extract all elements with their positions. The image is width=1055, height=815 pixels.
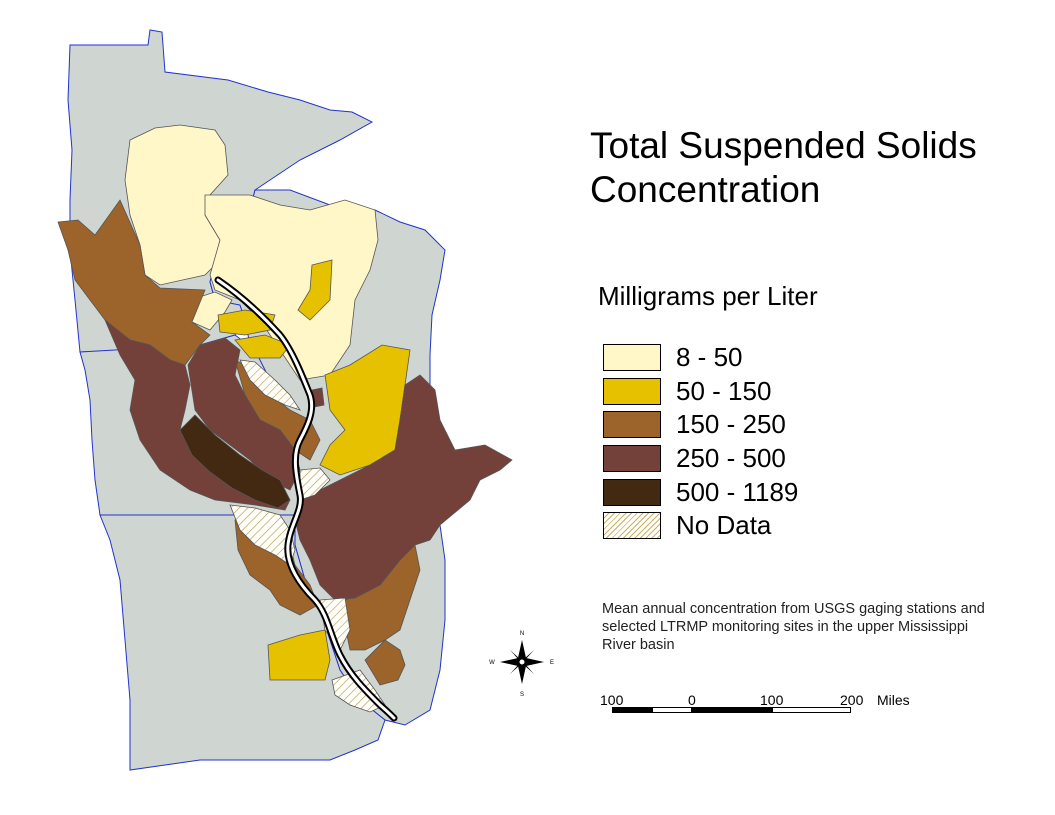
- basins-no-data: [229, 359, 386, 713]
- legend-swatch: [603, 445, 661, 473]
- legend-swatch: [603, 344, 661, 372]
- legend-label: 250 - 500: [676, 443, 786, 474]
- state-missouri: [99, 514, 386, 771]
- map-title-line2: Concentration: [590, 169, 821, 210]
- legend: 8 - 50 50 - 150 150 - 250 250 - 500 500 …: [603, 341, 798, 543]
- compass-w: W: [489, 660, 495, 666]
- legend-item: 50 - 150: [603, 375, 798, 409]
- basins-250-500: [104, 319, 513, 601]
- legend-item: 250 - 500: [603, 442, 798, 476]
- legend-label: No Data: [676, 510, 772, 541]
- scale-segment: [652, 707, 692, 713]
- legend-label: 500 - 1189: [676, 476, 799, 507]
- legend-item: 150 - 250: [603, 408, 798, 442]
- mississippi-river: [214, 276, 398, 722]
- scale-label: 0: [688, 692, 696, 708]
- scale-segment: [612, 707, 652, 713]
- compass-e: E: [550, 660, 554, 666]
- legend-label: 150 - 250: [676, 409, 786, 440]
- map-title: Total Suspended Solids Concentration: [590, 124, 977, 212]
- scale-label: 200: [840, 692, 864, 708]
- legend-swatch: [603, 377, 661, 405]
- legend-swatch: [603, 411, 661, 439]
- compass-s: S: [520, 692, 524, 698]
- legend-item: 500 - 1189: [603, 475, 798, 509]
- scale-label: 100: [600, 692, 624, 708]
- source-note: Mean annual concentration from USGS gagi…: [602, 601, 985, 653]
- legend-swatch: [603, 512, 661, 540]
- legend-label: 50 - 150: [676, 375, 772, 406]
- legend-item: 8 - 50: [603, 341, 798, 375]
- scale-segment: [772, 707, 851, 713]
- legend-item: No Data: [603, 509, 798, 543]
- compass-n: N: [520, 631, 524, 637]
- map-title-line1: Total Suspended Solids: [590, 125, 977, 166]
- scale-label: 100: [760, 692, 784, 708]
- legend-swatch: [603, 478, 661, 506]
- legend-label: 8 - 50: [676, 342, 743, 373]
- scale-segment: [692, 707, 772, 713]
- compass-rose-icon: N S E W: [489, 631, 554, 698]
- scale-bar: 100 0 100 200 Miles: [600, 692, 930, 732]
- basins-500-1189: [179, 414, 291, 509]
- units-label: Milligrams per Liter: [598, 281, 818, 311]
- scale-unit: Miles: [877, 692, 910, 708]
